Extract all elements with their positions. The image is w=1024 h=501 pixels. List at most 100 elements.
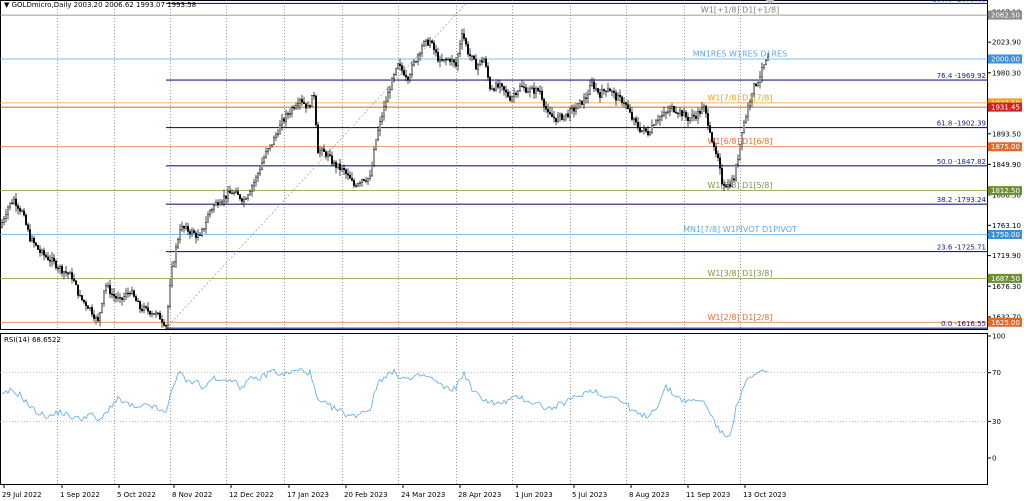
candle-down xyxy=(639,127,642,132)
candle-down xyxy=(64,271,67,273)
candle-up xyxy=(277,133,280,136)
candle-up xyxy=(425,39,428,42)
candle-up xyxy=(214,202,217,206)
candle-up xyxy=(196,234,199,238)
candle-up xyxy=(170,266,173,286)
candle-up xyxy=(457,53,460,67)
x-axis-tick-label: 1 Jun 2023 xyxy=(515,491,553,499)
candle-down xyxy=(230,192,233,195)
candle-up xyxy=(12,198,15,204)
candle-down xyxy=(331,155,334,165)
price-level-tag xyxy=(988,273,1022,283)
candle-up xyxy=(142,306,145,311)
candle-up xyxy=(178,229,181,240)
candle-down xyxy=(503,86,506,91)
candle-down xyxy=(61,266,64,274)
candle-down xyxy=(236,191,239,195)
candle-up xyxy=(259,169,262,174)
candle-down xyxy=(613,90,616,93)
candle-up xyxy=(122,296,125,300)
candle-up xyxy=(124,292,127,297)
candle-up xyxy=(172,261,175,267)
price-level-tag-label: 1875.00 xyxy=(991,143,1020,151)
candle-down xyxy=(399,63,402,66)
candle-down xyxy=(465,38,468,45)
candle-down xyxy=(709,125,712,133)
candle-up xyxy=(154,312,157,315)
candle-up xyxy=(281,118,284,126)
candle-down xyxy=(53,257,56,262)
price-level-tag-label: 2062.50 xyxy=(991,12,1020,20)
rsi-axis-tick-label: 0 xyxy=(992,455,996,463)
candle-up xyxy=(653,124,656,126)
candle-down xyxy=(533,87,536,94)
candle-down xyxy=(687,116,690,122)
candle-down xyxy=(515,93,518,95)
candle-down xyxy=(305,103,308,109)
candle-down xyxy=(146,307,149,312)
candle-down xyxy=(481,60,484,63)
murrey-level-label: MN1[7/8] W1PIVOT D1PIVOT xyxy=(683,225,797,234)
candle-up xyxy=(98,312,101,321)
candle-down xyxy=(238,194,241,200)
candle-up xyxy=(373,149,376,166)
candle-up xyxy=(765,60,768,65)
candle-up xyxy=(511,96,514,101)
candle-down xyxy=(553,116,556,119)
candle-up xyxy=(311,95,314,108)
candle-up xyxy=(102,290,105,304)
candle-up xyxy=(248,191,251,196)
candle-down xyxy=(108,285,111,295)
candle-up xyxy=(667,111,670,113)
candle-up xyxy=(583,97,586,105)
candle-down xyxy=(725,185,728,188)
candle-up xyxy=(68,272,71,275)
candle-down xyxy=(70,272,73,280)
candle-up xyxy=(51,257,54,262)
x-axis-tick-label: 1 Sep 2022 xyxy=(60,491,100,499)
candle-down xyxy=(301,99,304,103)
candle-down xyxy=(194,232,197,238)
candle-down xyxy=(699,111,702,114)
candle-down xyxy=(521,85,524,87)
candle-up xyxy=(257,173,260,178)
candle-down xyxy=(198,234,201,236)
murrey-level-label: W1[6/8] D1[6/8] xyxy=(707,137,772,146)
candle-up xyxy=(106,285,109,287)
candle-down xyxy=(441,59,444,61)
candle-up xyxy=(319,150,322,154)
candle-down xyxy=(567,113,570,118)
candle-up xyxy=(477,64,480,70)
candle-down xyxy=(158,312,161,320)
candle-down xyxy=(156,312,159,314)
candle-up xyxy=(246,194,249,199)
price-level-tag-label: 1625.00 xyxy=(991,319,1020,327)
candle-up xyxy=(176,239,179,248)
candle-up xyxy=(529,88,532,92)
candle-up xyxy=(563,115,566,120)
candle-up xyxy=(643,128,646,131)
chart-symbol-icon: ▼ xyxy=(4,1,10,9)
candle-down xyxy=(723,183,726,186)
x-axis-tick-label: 13 Oct 2023 xyxy=(743,491,786,499)
candle-down xyxy=(525,87,528,93)
candle-up xyxy=(727,184,730,188)
candle-down xyxy=(35,242,38,246)
candle-down xyxy=(551,113,554,118)
candle-up xyxy=(589,85,592,95)
candle-down xyxy=(605,90,608,92)
candle-up xyxy=(531,87,534,90)
candle-down xyxy=(501,83,504,87)
candle-down xyxy=(717,153,720,159)
candle-up xyxy=(595,88,598,90)
candle-up xyxy=(184,226,187,229)
candle-down xyxy=(523,86,526,88)
candle-up xyxy=(439,59,442,62)
candle-up xyxy=(763,64,766,68)
candle-down xyxy=(719,157,722,169)
rsi-label: RSI(14) 68.6522 xyxy=(4,336,61,344)
candle-down xyxy=(539,90,542,92)
candle-down xyxy=(140,308,143,311)
candle-up xyxy=(759,76,762,83)
